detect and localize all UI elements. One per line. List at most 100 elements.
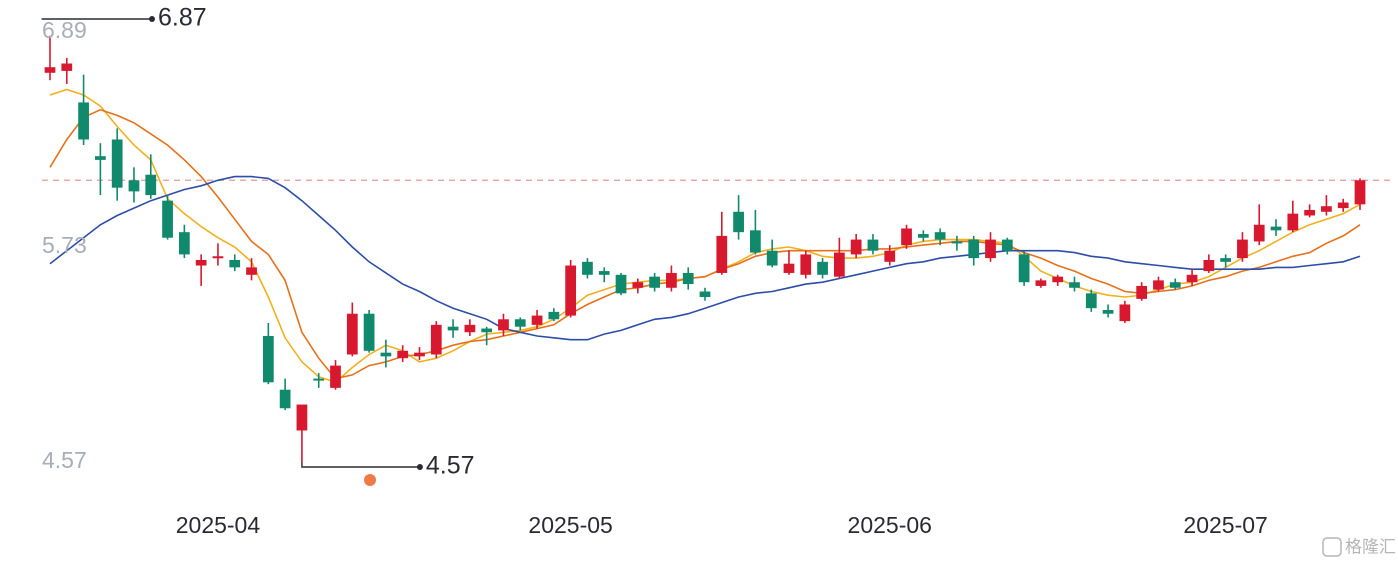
candle-body (1253, 224, 1265, 242)
candle-body (1119, 304, 1131, 322)
candle-body (598, 271, 610, 275)
candle-body (1085, 293, 1097, 309)
candle-body (884, 250, 896, 262)
candle-body (1052, 276, 1064, 283)
min-annotation-label: 4.57 (426, 452, 475, 480)
candle-body (649, 276, 660, 288)
candle-layer (44, 35, 1366, 462)
candle-body (666, 272, 677, 288)
candle-body (531, 315, 543, 325)
candle-body (397, 350, 409, 359)
candle-body (178, 232, 190, 255)
x-tick-label: 2025-06 (848, 512, 932, 538)
candle-body (750, 230, 761, 253)
candle-body (95, 156, 106, 160)
candle-body (733, 211, 744, 233)
candle-body (615, 274, 627, 294)
candle-body (934, 232, 946, 240)
candle-body (414, 352, 425, 357)
candle-body (800, 254, 812, 275)
watermark-icon (1322, 537, 1342, 557)
candle-body (1304, 209, 1315, 216)
watermark: 格隆汇 (1322, 537, 1396, 557)
candle-body (766, 250, 778, 266)
candle-body (262, 335, 274, 383)
candle-body (716, 235, 728, 273)
y-tick-label: 4.57 (42, 447, 87, 473)
candle-body (481, 328, 493, 333)
candle-body (111, 139, 123, 188)
candle-body (44, 67, 56, 73)
candle-body (1220, 258, 1232, 262)
candle-body (985, 239, 996, 259)
watermark-text: 格隆汇 (1345, 537, 1396, 556)
candle-body (1237, 239, 1248, 259)
candle-body (229, 259, 241, 268)
candle-body (195, 259, 207, 266)
min-annotation-line (301, 462, 420, 468)
candle-body (279, 389, 291, 409)
candle-body (1153, 280, 1164, 290)
candle-body (1203, 259, 1215, 272)
candle-body (1169, 282, 1181, 288)
y-tick-label: 6.89 (42, 17, 87, 43)
candle-body (917, 234, 929, 238)
candle-body (548, 311, 560, 320)
candle-body (565, 265, 577, 316)
candle-body (850, 239, 862, 255)
candle-body (78, 102, 89, 140)
x-tick-label: 2025-05 (528, 512, 612, 538)
candle-body (128, 180, 140, 192)
candle-body (162, 200, 173, 238)
candle-body (330, 365, 341, 388)
candle-body (783, 263, 795, 273)
y-tick-label: 5.73 (42, 232, 87, 258)
candle-body (867, 239, 879, 251)
candle-body (682, 272, 694, 285)
candle-body (1186, 274, 1198, 283)
candle-body (296, 404, 308, 431)
candle-body (447, 326, 459, 331)
moving-average-line (49, 108, 1361, 380)
candle-body (1321, 206, 1332, 212)
max-annotation-dot (148, 16, 155, 22)
candle-body (1354, 180, 1366, 205)
candle-body (514, 319, 526, 327)
candle-body (1270, 226, 1282, 231)
candle-body (464, 324, 476, 333)
candle-body (1035, 280, 1047, 286)
candle-body (901, 228, 912, 246)
candle-body (61, 63, 73, 71)
candle-body (817, 261, 828, 275)
candle-body (699, 291, 711, 298)
candle-body (212, 256, 224, 259)
candle-body (246, 267, 257, 275)
candle-body (1069, 282, 1080, 288)
candle-body (1287, 213, 1299, 231)
candle-body (968, 239, 980, 259)
candle-body (313, 378, 325, 381)
candle-body (498, 319, 509, 331)
candle-body (430, 324, 442, 355)
candle-body (346, 313, 358, 355)
line-layer (49, 88, 1361, 384)
candle-body (582, 261, 593, 275)
max-annotation-label: 6.87 (158, 4, 207, 32)
candle-body (380, 352, 392, 357)
candle-body (1018, 254, 1030, 283)
x-tick-label: 2025-07 (1183, 512, 1267, 538)
candle-body (1136, 285, 1148, 299)
candle-body (363, 313, 375, 351)
candle-body (951, 241, 963, 244)
candle-body (833, 252, 845, 277)
candle-body (1337, 202, 1349, 209)
event-marker (364, 474, 376, 486)
candle-body (145, 174, 157, 196)
candle-body (1102, 310, 1114, 314)
x-tick-label: 2025-04 (176, 512, 261, 538)
candle-body (632, 282, 644, 288)
moving-average-line (49, 175, 1361, 341)
candle-body (1001, 239, 1013, 251)
min-annotation-dot (416, 464, 423, 470)
